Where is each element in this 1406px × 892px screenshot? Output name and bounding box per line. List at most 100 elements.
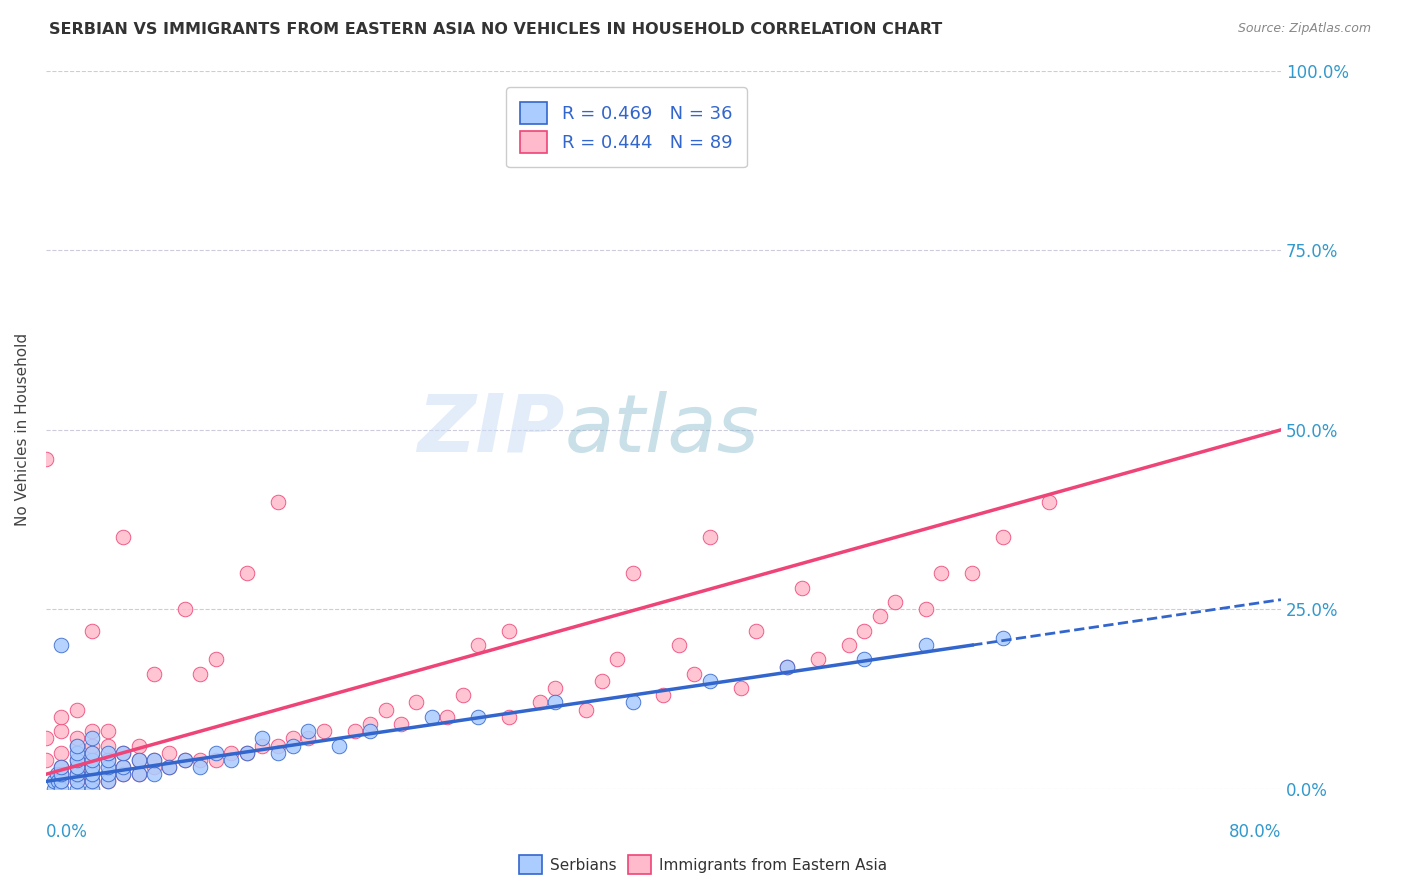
Point xyxy=(436,710,458,724)
Point xyxy=(66,767,89,781)
Point xyxy=(143,760,166,774)
Point xyxy=(82,746,104,760)
Legend: Serbians, Immigrants from Eastern Asia: Serbians, Immigrants from Eastern Asia xyxy=(513,849,893,880)
Point xyxy=(467,638,489,652)
Point xyxy=(188,753,211,767)
Point xyxy=(174,753,197,767)
Point xyxy=(297,724,319,739)
Point xyxy=(143,666,166,681)
Point xyxy=(112,531,135,545)
Point xyxy=(467,710,489,724)
Point xyxy=(143,753,166,767)
Legend: R = 0.469   N = 36, R = 0.444   N = 89: R = 0.469 N = 36, R = 0.444 N = 89 xyxy=(506,87,747,168)
Point xyxy=(235,746,257,760)
Point xyxy=(869,609,891,624)
Point xyxy=(235,746,257,760)
Point xyxy=(807,652,830,666)
Point xyxy=(931,566,953,581)
Point xyxy=(668,638,690,652)
Point xyxy=(188,760,211,774)
Point xyxy=(42,781,65,796)
Point xyxy=(621,566,644,581)
Point xyxy=(683,666,706,681)
Point xyxy=(51,774,73,789)
Point xyxy=(529,696,551,710)
Point xyxy=(312,724,335,739)
Point xyxy=(250,739,273,753)
Point xyxy=(82,760,104,774)
Point xyxy=(838,638,860,652)
Point xyxy=(699,531,721,545)
Point xyxy=(235,566,257,581)
Point xyxy=(82,724,104,739)
Point xyxy=(66,767,89,781)
Point xyxy=(776,659,799,673)
Point xyxy=(328,739,350,753)
Point xyxy=(776,659,799,673)
Point xyxy=(128,767,150,781)
Point xyxy=(51,767,73,781)
Point xyxy=(51,760,73,774)
Point xyxy=(204,652,226,666)
Point xyxy=(745,624,768,638)
Point xyxy=(991,531,1014,545)
Point xyxy=(498,710,520,724)
Point xyxy=(498,624,520,638)
Point xyxy=(112,767,135,781)
Point xyxy=(35,451,58,466)
Point xyxy=(82,739,104,753)
Point xyxy=(143,753,166,767)
Point xyxy=(97,774,120,789)
Point xyxy=(730,681,752,695)
Point xyxy=(66,703,89,717)
Point xyxy=(66,753,89,767)
Point xyxy=(97,774,120,789)
Point xyxy=(66,774,89,789)
Point xyxy=(915,638,938,652)
Point xyxy=(204,746,226,760)
Point xyxy=(97,724,120,739)
Point xyxy=(112,746,135,760)
Point xyxy=(51,710,73,724)
Point xyxy=(281,731,304,746)
Point xyxy=(389,717,412,731)
Point xyxy=(451,689,474,703)
Point xyxy=(66,739,89,753)
Point xyxy=(853,624,876,638)
Point xyxy=(621,696,644,710)
Point xyxy=(143,767,166,781)
Point xyxy=(174,602,197,616)
Point xyxy=(82,774,104,789)
Point xyxy=(97,746,120,760)
Point xyxy=(652,689,675,703)
Point xyxy=(82,753,104,767)
Point xyxy=(82,624,104,638)
Point xyxy=(159,746,181,760)
Point xyxy=(112,767,135,781)
Y-axis label: No Vehicles in Household: No Vehicles in Household xyxy=(15,334,30,526)
Point xyxy=(128,767,150,781)
Point xyxy=(266,746,288,760)
Point xyxy=(591,673,613,688)
Text: 0.0%: 0.0% xyxy=(46,823,87,841)
Point xyxy=(915,602,938,616)
Point xyxy=(97,767,120,781)
Point xyxy=(266,494,288,508)
Point xyxy=(82,731,104,746)
Point xyxy=(112,746,135,760)
Point xyxy=(991,631,1014,645)
Point xyxy=(128,753,150,767)
Point xyxy=(853,652,876,666)
Point xyxy=(66,746,89,760)
Point xyxy=(420,710,443,724)
Point xyxy=(97,739,120,753)
Point xyxy=(219,746,242,760)
Point xyxy=(960,566,983,581)
Point xyxy=(112,760,135,774)
Point xyxy=(82,760,104,774)
Point xyxy=(97,753,120,767)
Point xyxy=(82,781,104,796)
Point xyxy=(66,739,89,753)
Point xyxy=(544,681,567,695)
Point xyxy=(374,703,396,717)
